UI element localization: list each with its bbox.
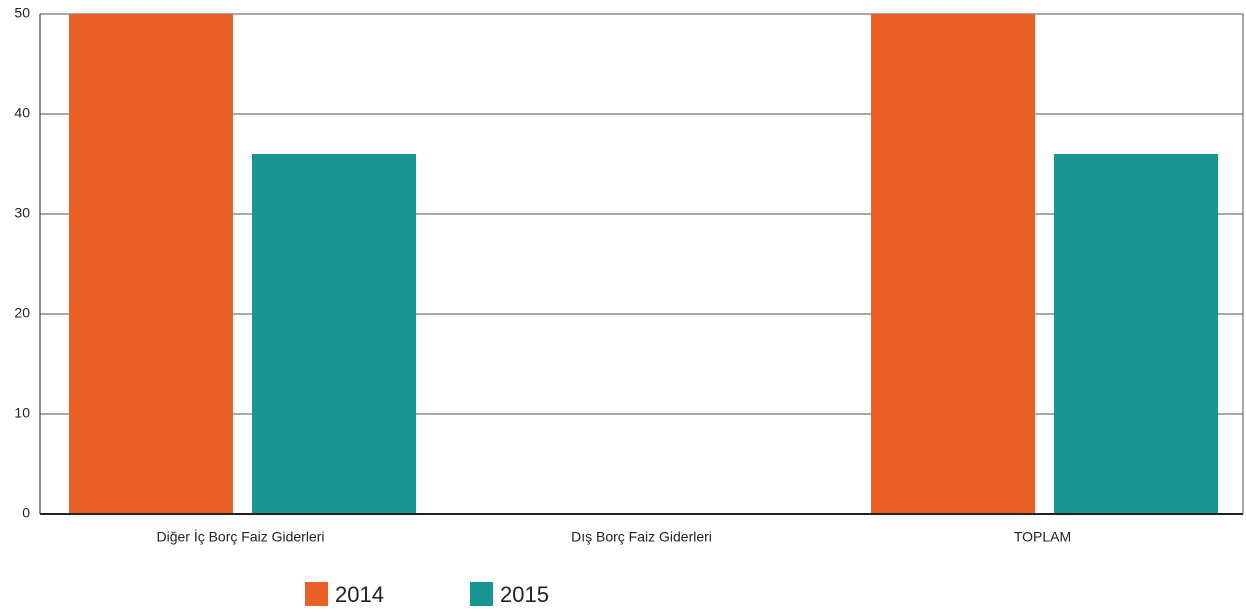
bar xyxy=(252,154,416,514)
legend-swatch xyxy=(470,582,493,606)
x-tick-label: Dış Borç Faiz Giderleri xyxy=(571,529,712,545)
y-tick-label: 50 xyxy=(14,5,30,21)
bar xyxy=(871,14,1035,514)
y-tick-label: 0 xyxy=(22,505,30,521)
legend-label: 2014 xyxy=(335,582,384,607)
bar xyxy=(1054,154,1218,514)
y-tick-label: 20 xyxy=(14,305,30,321)
y-tick-label: 30 xyxy=(14,205,30,221)
legend-label: 2015 xyxy=(500,582,549,607)
x-tick-label: Diğer İç Borç Faiz Giderleri xyxy=(156,528,324,545)
legend-swatch xyxy=(305,582,328,606)
y-tick-label: 10 xyxy=(14,405,30,421)
x-tick-label: TOPLAM xyxy=(1014,529,1071,545)
bar xyxy=(69,14,233,514)
y-tick-label: 40 xyxy=(14,105,30,121)
